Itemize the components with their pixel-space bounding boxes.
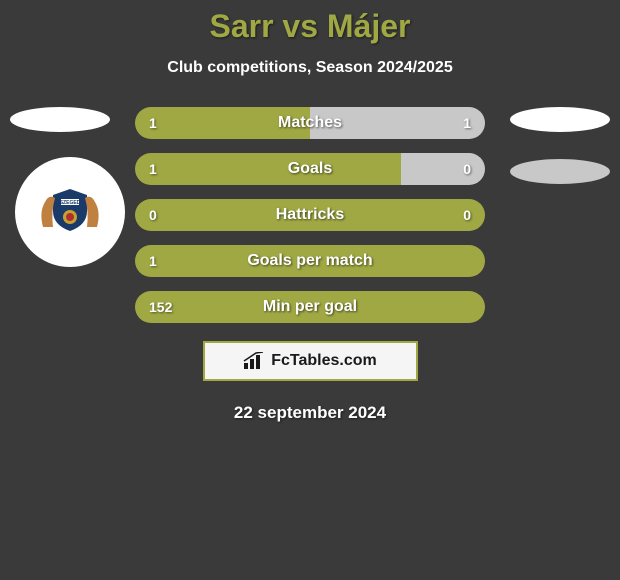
footer-brand-text: FcTables.com — [271, 352, 377, 370]
stat-row: Hattricks00 — [135, 199, 485, 231]
stat-row: Matches11 — [135, 107, 485, 139]
stats-area: SZEGED Matches11Goals10Hattricks00Goals … — [0, 107, 620, 323]
player-right-pill — [510, 159, 610, 184]
stat-bar-right — [310, 107, 485, 139]
stat-value-left: 0 — [149, 207, 157, 223]
stat-row: Min per goal152 — [135, 291, 485, 323]
subtitle: Club competitions, Season 2024/2025 — [0, 59, 620, 77]
stat-row: Goals per match1 — [135, 245, 485, 277]
stat-bar-track — [135, 199, 485, 231]
footer-brand-box: FcTables.com — [203, 341, 418, 381]
stat-bar-track — [135, 245, 485, 277]
stat-value-left: 1 — [149, 253, 157, 269]
player-left-avatar — [10, 107, 110, 132]
stat-value-left: 1 — [149, 115, 157, 131]
stat-bar-left — [135, 199, 485, 231]
stat-bar-left — [135, 107, 310, 139]
stat-value-right: 1 — [463, 115, 471, 131]
stat-bar-left — [135, 291, 485, 323]
date-text: 22 september 2024 — [0, 403, 620, 423]
club-crest-left: SZEGED — [15, 157, 125, 267]
page-title: Sarr vs Májer — [0, 8, 620, 45]
stat-bar-right — [401, 153, 485, 185]
stat-row: Goals10 — [135, 153, 485, 185]
stat-value-right: 0 — [463, 207, 471, 223]
stat-value-left: 1 — [149, 161, 157, 177]
crest-supporters-icon — [35, 172, 105, 252]
comparison-infographic: Sarr vs Májer Club competitions, Season … — [0, 0, 620, 423]
stat-bar-track — [135, 107, 485, 139]
crest-graphic: SZEGED — [35, 172, 105, 252]
stat-value-left: 152 — [149, 299, 172, 315]
stat-bar-track — [135, 153, 485, 185]
stat-value-right: 0 — [463, 161, 471, 177]
chart-icon — [243, 352, 265, 370]
stat-bar-left — [135, 153, 401, 185]
player-right-avatar — [510, 107, 610, 132]
stat-bar-left — [135, 245, 485, 277]
stat-bar-track — [135, 291, 485, 323]
